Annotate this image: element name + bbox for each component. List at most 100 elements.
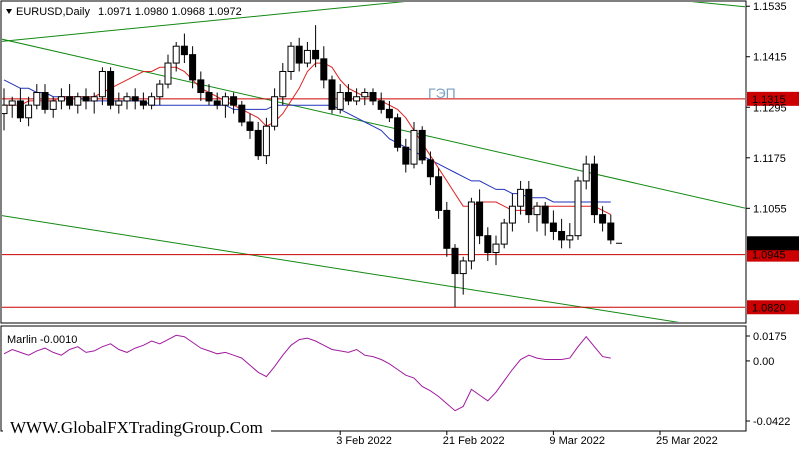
candle-body-2 [16, 100, 24, 119]
current-price-text: 1.0972 [752, 238, 786, 250]
candle-body-48 [394, 117, 402, 148]
candle-body-16 [131, 96, 139, 102]
candle-body-71 [582, 163, 590, 182]
indicator-plot-area[interactable] [3, 334, 611, 412]
symbol-header: EURUSD,Daily 1.0971 1.0980 1.0968 1.0972 [6, 6, 242, 18]
ma-slow-line [3, 79, 611, 203]
candle-body-11 [90, 96, 98, 102]
oscillator-line [3, 334, 611, 412]
candle-body-57 [467, 201, 475, 262]
candle-body-58 [476, 201, 484, 237]
level-tag-1 [747, 247, 799, 262]
candle-body-68 [558, 230, 566, 241]
candle-body-12 [98, 70, 106, 98]
candle-body-36 [295, 45, 303, 64]
candle-body-45 [369, 92, 377, 102]
time-axis: 3 Feb 2022 21 Feb 2022 9 Mar 2022 25 Mar 20… [336, 431, 718, 447]
candle-body-65 [533, 205, 541, 216]
time-tick-1: 21 Feb 2022 [443, 435, 505, 447]
candle-body-37 [303, 49, 311, 64]
candle-body-18 [148, 96, 156, 106]
osc-tick-0: 0.0175 [753, 331, 787, 343]
time-tick-0: 3 Feb 2022 [336, 435, 392, 447]
candle-body-19 [156, 83, 164, 98]
price-tick-2: 1.1295 [753, 102, 787, 114]
ohlc-values: 1.0971 1.0980 1.0968 1.0972 [98, 6, 242, 18]
price-tick-0: 1.1535 [753, 1, 787, 13]
watermark: WWW.GlobalFXTradingGroup.Com [3, 412, 271, 442]
channel-line-1 [2, 2, 406, 42]
candle-body-15 [123, 96, 131, 102]
candle-body-33 [271, 96, 279, 127]
channel-line-0 [2, 38, 745, 209]
candle-body-21 [172, 45, 180, 64]
level-tag-text-2: 1.0820 [752, 302, 786, 314]
candle-body-20 [164, 62, 172, 85]
candle-body-73 [599, 214, 607, 224]
candle-body-26 [213, 100, 221, 106]
candle-body-31 [254, 129, 262, 157]
candle-body-8 [66, 96, 74, 106]
channel-line-3 [690, 2, 745, 8]
price-plot-area[interactable] [0, 0, 783, 339]
candle-body-63 [517, 188, 525, 207]
candle-body-49 [402, 146, 410, 165]
candle-body-56 [459, 260, 467, 275]
indicator-axis: 0.0175 0.00 -0.0422 [746, 331, 790, 428]
candle-body-34 [279, 70, 287, 98]
candle-body-23 [189, 54, 197, 81]
candle-body-55 [451, 247, 459, 275]
candle-body-9 [74, 96, 82, 106]
channel-line-2 [2, 215, 680, 322]
candle-body-40 [328, 79, 336, 110]
candle-body-72 [590, 163, 598, 216]
candle-body-47 [385, 108, 393, 119]
candle-body-5 [41, 92, 49, 110]
candle-body-0 [2, 104, 8, 115]
candle-body-42 [344, 92, 352, 102]
candle-body-69 [566, 235, 574, 241]
candle-body-28 [230, 96, 238, 106]
level-tag-2 [747, 300, 799, 315]
candle-body-7 [57, 96, 65, 102]
price-panel [0, 0, 747, 324]
candle-body-22 [180, 45, 188, 56]
level-tag-text-1: 1.0945 [752, 250, 786, 262]
price-tick-1: 1.1415 [753, 52, 787, 64]
candle-body-64 [525, 188, 533, 216]
candle-body-24 [197, 79, 205, 94]
candle-body-67 [549, 222, 557, 232]
candle-body-17 [139, 100, 147, 106]
level-tag-text-0: 1.1315 [752, 94, 786, 106]
candle-body-10 [82, 96, 90, 102]
candle-body-30 [246, 121, 254, 131]
price-axis: 1.1315 1.0945 1.0820 1.1535 1.1415 1.1295 1.11… [746, 1, 799, 315]
candle-body-44 [361, 92, 369, 98]
candle-body-39 [320, 58, 328, 81]
watermark-text: WWW.GlobalFXTradingGroup.Com [10, 418, 263, 437]
candle-body-13 [107, 70, 115, 106]
candle-body-4 [33, 92, 41, 106]
candle-body-59 [484, 235, 492, 254]
candle-body-50 [410, 129, 418, 165]
time-tick-3: 25 Mar 2022 [656, 435, 718, 447]
time-tick-2: 9 Mar 2022 [549, 435, 605, 447]
candle-body-53 [435, 176, 443, 211]
price-tick-3: 1.1175 [753, 153, 786, 165]
candle-body-32 [262, 125, 270, 157]
candle-body-62 [508, 205, 516, 224]
collapse-triangle-icon[interactable] [6, 9, 12, 14]
candle-body-70 [574, 180, 582, 237]
candle-body-38 [312, 49, 320, 60]
candle-body-52 [426, 159, 434, 178]
indicator-label: Marlin -0.0010 [7, 334, 77, 346]
candle-body-29 [238, 104, 246, 123]
level-tag-0 [747, 91, 799, 106]
candle-body-60 [492, 243, 500, 254]
gap-annotation: ГЭП [428, 85, 456, 101]
candle-body-3 [25, 104, 33, 119]
price-tick-4: 1.1055 [753, 203, 787, 215]
candle-body-54 [443, 209, 451, 249]
candle-body-74 [607, 222, 615, 241]
